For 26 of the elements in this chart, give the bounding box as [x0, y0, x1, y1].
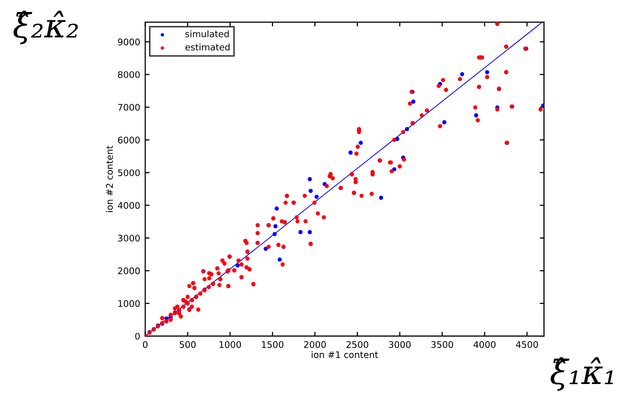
y-tick-label: 9000: [118, 38, 140, 46]
x-tick-label: 1500: [262, 341, 284, 348]
text: ξ̂₁κ̂₁: [550, 357, 613, 391]
y-tick-label: 0: [135, 332, 140, 340]
x-tick-label: 0: [142, 341, 148, 348]
y-axis-title: ion #2 content: [106, 146, 113, 212]
y-tick-label: 6000: [118, 136, 140, 144]
y-tick-label: 4000: [118, 202, 140, 209]
y-tick-label: 3000: [118, 234, 140, 242]
x-tick-label: 2000: [304, 341, 326, 348]
y-tick-label: 1000: [118, 300, 140, 307]
x-tick-label: 3000: [388, 341, 411, 348]
y-tick-label: 7000: [118, 104, 140, 111]
y-tick-label: 5000: [118, 169, 140, 176]
x-tick-label: 1000: [220, 341, 241, 348]
x-tick-label: 4000: [474, 341, 496, 348]
x-tick-label: 500: [180, 341, 196, 348]
x-tick-label: 4500: [516, 341, 538, 348]
legend-label: estimated: [185, 44, 230, 51]
y-tick-label: 8000: [118, 71, 140, 78]
x-tick-label: 3500: [431, 341, 454, 348]
legend-label: simulated: [185, 30, 229, 38]
text: ξ̂₂κ̂₂: [14, 10, 78, 44]
y-tick-label: 2000: [118, 267, 140, 274]
x-axis-title: ion #1 content: [312, 351, 378, 358]
x-tick-label: 2500: [346, 341, 368, 348]
